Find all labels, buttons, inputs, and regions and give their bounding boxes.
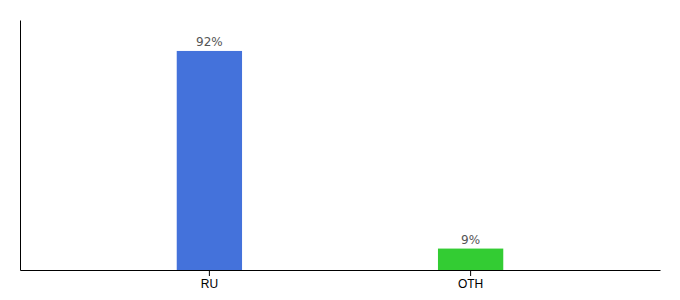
y-axis-line	[20, 21, 21, 271]
data-label: 92%	[196, 35, 223, 49]
x-tick: RU	[201, 270, 218, 291]
x-tick-label: OTH	[458, 277, 483, 291]
data-labels: 92% 9%	[196, 35, 480, 247]
plot: 92% 9% RU OTH	[21, 21, 661, 291]
bars	[177, 51, 504, 270]
bar	[438, 249, 503, 270]
x-axis-line	[21, 270, 661, 271]
x-tick-mark	[209, 270, 210, 276]
x-axis: RU OTH	[21, 270, 661, 291]
bar	[177, 51, 242, 270]
chart: 92% 9% RU OTH	[0, 0, 680, 300]
x-tick-mark	[470, 270, 471, 276]
data-label: 9%	[461, 233, 480, 247]
y-axis	[20, 21, 21, 271]
x-tick-label: RU	[201, 277, 218, 291]
x-tick: OTH	[458, 270, 483, 291]
